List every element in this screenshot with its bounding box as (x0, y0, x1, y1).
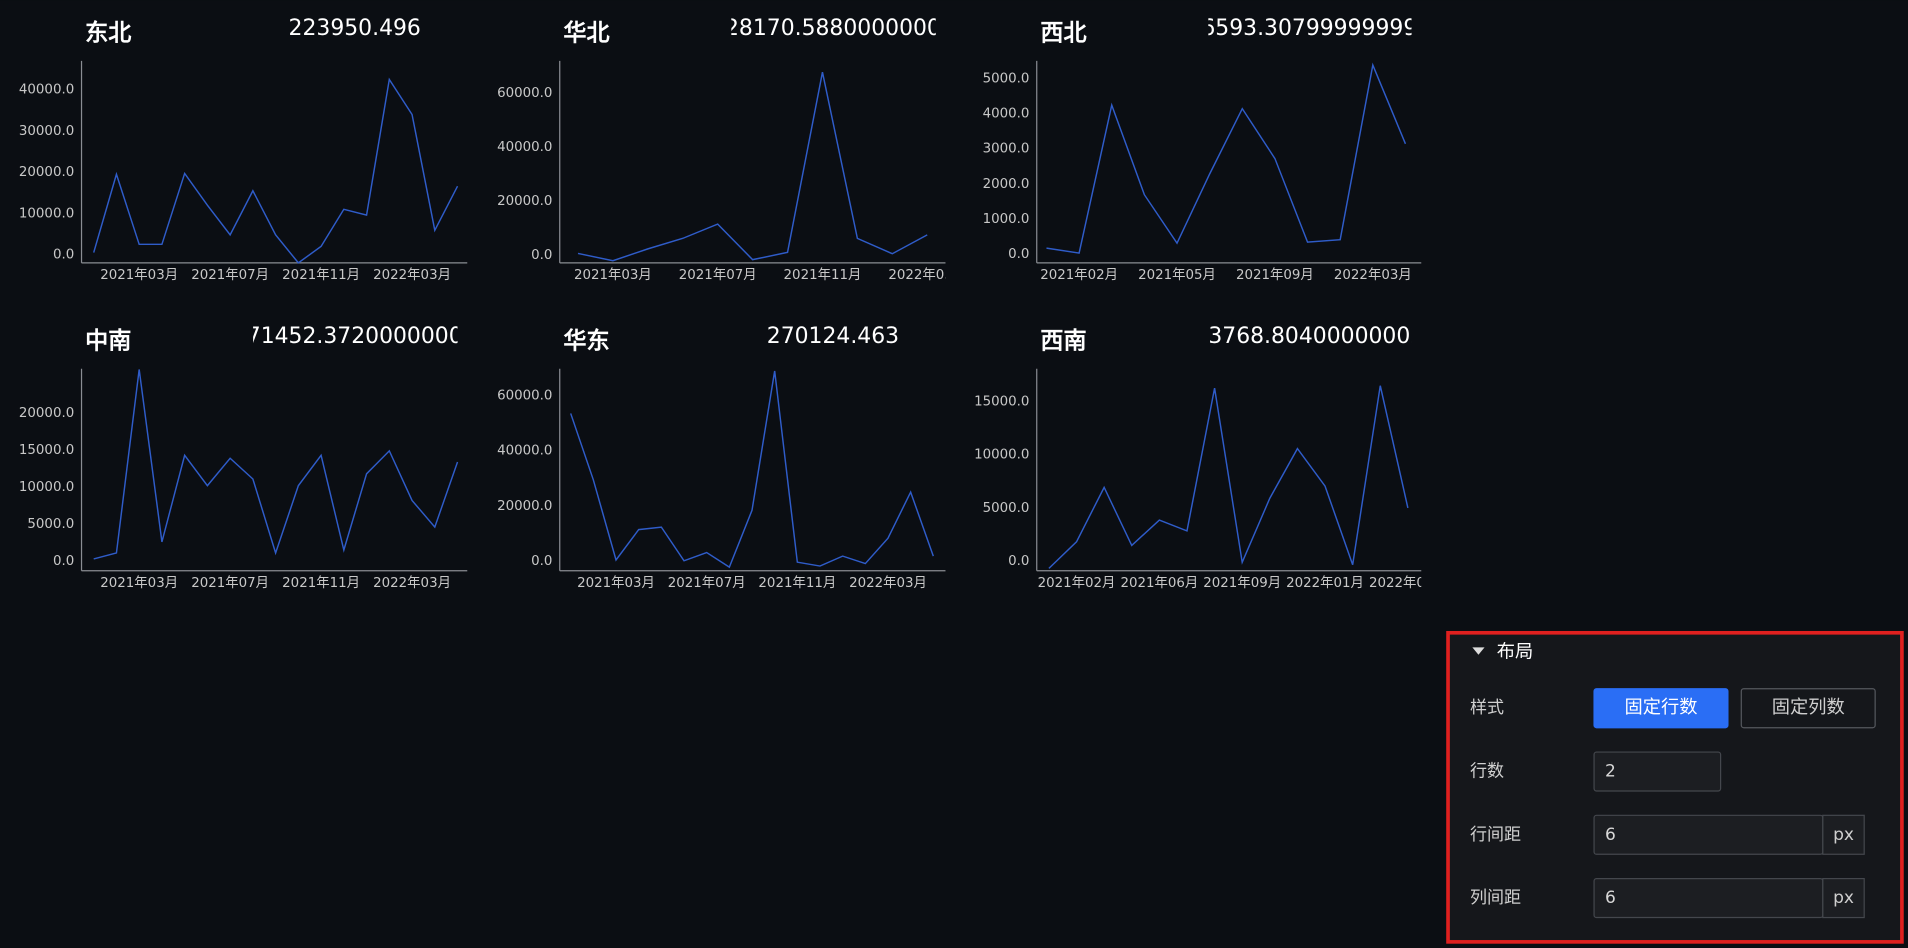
text-input[interactable] (1593, 814, 1824, 855)
y-tick-label: 30000.0 (19, 124, 74, 139)
input-value[interactable]: 6 (1605, 825, 1616, 845)
y-tick-label: 0.0 (1008, 554, 1029, 569)
x-tick-label: 2021年07月 (191, 267, 269, 283)
y-tick-label: 0.0 (53, 554, 74, 569)
chart-title: 华北 (563, 20, 609, 47)
chart: 华北 28170.5880000000 0.0 20000.0 40000.0 60000… (497, 16, 966, 283)
input-value[interactable]: 2 (1605, 762, 1616, 782)
data-line (570, 370, 935, 569)
y-tick-label: 3000.0 (983, 142, 1030, 157)
option-label[interactable]: 固定列数 (1772, 697, 1845, 718)
y-tick-label: 5000.0 (983, 501, 1030, 516)
y-tick-label: 20000.0 (497, 194, 552, 209)
x-tick-label: 2021年02月 (1038, 575, 1116, 591)
section-title: 布局 (1497, 641, 1534, 662)
y-tick-label: 0.0 (531, 554, 552, 569)
y-tick-label: 0.0 (1008, 247, 1029, 262)
chart-title: 华东 (563, 327, 609, 354)
y-tick-label: 10000.0 (19, 480, 74, 495)
y-tick-label: 10000.0 (974, 448, 1029, 463)
option-button[interactable] (1740, 688, 1876, 729)
x-tick-label: 2021年06月 (1120, 575, 1198, 591)
x-tick-label: 2022年05月 (1369, 575, 1447, 591)
x-tick-label: 2021年11月 (784, 267, 862, 283)
option-button[interactable] (1593, 688, 1729, 729)
data-line (1048, 385, 1409, 569)
y-tick-label: 10000.0 (19, 206, 74, 221)
y-tick-label: 20000.0 (19, 406, 74, 421)
y-tick-label: 20000.0 (497, 499, 552, 514)
data-line (93, 369, 459, 560)
data-line (577, 72, 928, 262)
chart-total: 33768.80400000002 (1194, 324, 1424, 349)
field-label: 行间距 (1470, 825, 1521, 845)
x-tick-label: 2021年02月 (1040, 267, 1118, 283)
x-tick-label: 2022年03月 (373, 575, 451, 591)
chart: 西北 6593.30799999999 0.0 1000.0 2000.0 3000.0 4… (983, 16, 1422, 283)
chart-total: 270124.463 (767, 324, 899, 349)
chart-total: 223950.496 (289, 16, 421, 41)
y-tick-label: 60000.0 (497, 389, 552, 404)
data-line (1046, 62, 1407, 254)
text-input[interactable] (1593, 751, 1722, 792)
x-tick-label: 2021年11月 (282, 267, 360, 283)
y-tick-label: 0.0 (53, 248, 74, 263)
x-tick-label: 2022年03月 (849, 575, 927, 591)
x-tick-label: 2022年01月 (1286, 575, 1364, 591)
y-tick-label: 40000.0 (497, 140, 552, 155)
unit-box (1822, 877, 1865, 919)
x-tick-label: 2021年05月 (1138, 267, 1216, 283)
chart-total: 6593.30799999999 (1201, 16, 1417, 41)
x-tick-label: 2021年11月 (758, 575, 836, 591)
y-tick-label: 60000.0 (497, 86, 552, 101)
x-tick-label: 2022年03月 (373, 267, 451, 283)
chart: 西南 33768.80400000002 0.0 5000.0 10000.0 15000… (974, 324, 1447, 591)
y-tick-label: 15000.0 (19, 443, 74, 458)
x-tick-label: 2021年07月 (668, 575, 746, 591)
x-tick-label: 2021年03月 (100, 575, 178, 591)
unit-label: px (1833, 888, 1854, 908)
x-tick-label: 2022年03月 (888, 267, 966, 283)
x-tick-label: 2021年09月 (1203, 575, 1281, 591)
field-label: 行数 (1470, 762, 1504, 782)
x-tick-label: 2022年03月 (1334, 267, 1412, 283)
chart: 东北 223950.496 0.0 10000.0 20000.0 30000.0 4000… (19, 16, 468, 283)
x-tick-label: 2021年03月 (100, 267, 178, 283)
chart-title: 中南 (85, 328, 131, 354)
collapse-arrow[interactable] (1472, 647, 1485, 655)
x-tick-label: 2021年11月 (282, 575, 360, 591)
option-label[interactable]: 固定行数 (1624, 697, 1697, 718)
field-label: 样式 (1470, 698, 1504, 718)
chart-title: 西北 (1040, 21, 1086, 47)
y-tick-label: 1000.0 (983, 212, 1030, 227)
chart: 中南 71452.3720000000 0.0 5000.0 10000.0 15000.… (19, 324, 468, 591)
x-tick-label: 2021年03月 (577, 575, 655, 591)
chart-total: 28170.5880000000 (725, 16, 941, 41)
x-tick-label: 2021年07月 (679, 267, 757, 283)
x-tick-label: 2021年09月 (1236, 267, 1314, 283)
y-tick-label: 40000.0 (497, 444, 552, 459)
unit-box (1822, 814, 1865, 855)
y-tick-label: 40000.0 (19, 83, 74, 98)
y-tick-label: 0.0 (531, 248, 552, 263)
y-tick-label: 20000.0 (19, 165, 74, 180)
chart-total: 71452.3720000000 (247, 324, 463, 349)
unit-label: px (1833, 825, 1854, 845)
y-tick-label: 2000.0 (983, 177, 1030, 192)
data-line (92, 77, 459, 264)
y-tick-label: 4000.0 (983, 107, 1030, 122)
x-tick-label: 2021年07月 (191, 575, 269, 591)
chart: 华东 270124.463 0.0 20000.0 40000.0 60000.0 2021… (497, 324, 946, 591)
field-label: 列间距 (1470, 888, 1521, 908)
chart-title: 西南 (1040, 328, 1086, 354)
y-tick-label: 15000.0 (974, 394, 1029, 409)
input-value[interactable]: 6 (1605, 888, 1616, 908)
y-tick-label: 5000.0 (27, 517, 74, 532)
x-tick-label: 2021年03月 (574, 267, 652, 283)
text-input[interactable] (1593, 877, 1824, 919)
chart-title: 东北 (85, 20, 131, 47)
y-tick-label: 5000.0 (983, 71, 1030, 86)
